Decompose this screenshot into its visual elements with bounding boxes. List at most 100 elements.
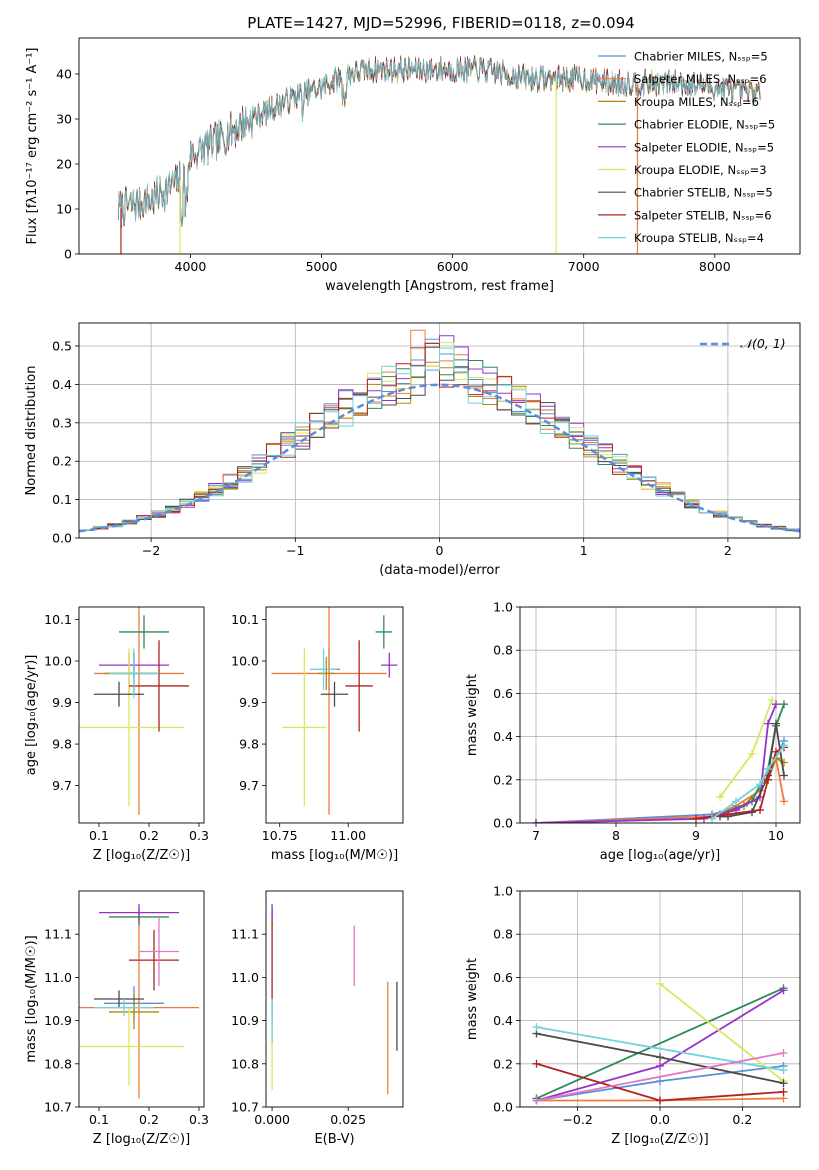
x-tick-label: 0.2	[139, 1112, 159, 1127]
y-tick-label: 0.8	[493, 927, 513, 942]
y-tick-label: 9.8	[52, 737, 72, 752]
y-axis-label: mass weight	[465, 674, 480, 756]
series-line	[536, 987, 784, 1100]
spectrum-line-chabrier-stelib	[117, 55, 761, 228]
y-tick-label: 0.6	[493, 970, 513, 985]
y-tick-label: 10.7	[231, 1100, 259, 1115]
legend-label: Salpeter MILES, Nₛₛₚ=6	[634, 72, 767, 86]
series-line	[711, 756, 785, 818]
x-axis-label: E(B-V)	[314, 1132, 354, 1147]
panel-mass_weight_vs_age: 7 8 9 10 0.0 0.2 0.4 0.6 0.8 1.0 age [log₁₀(age/yr…	[465, 600, 801, 863]
plot-layer: 4000 5000 6000 7000 8000010203040wavelength …	[24, 37, 801, 1147]
legend-label: Kroupa STELIB, Nₛₛₚ=4	[634, 231, 764, 245]
y-axis-label: Normed distribution	[24, 366, 39, 496]
series-line	[695, 746, 785, 820]
series-marker	[780, 741, 788, 750]
y-tick-label: 11.1	[44, 927, 72, 942]
panel-age_vs_Z: 0.1 0.2 0.3 9.7 9.8 9.9 10.0 10.1 Z [log₁₀(Z/Z☉)…	[24, 606, 209, 863]
x-tick-label: 6000	[437, 259, 469, 274]
x-axis-label: age [log₁₀(age/yr)]	[600, 848, 721, 863]
panel-age_vs_mass: 10.75 11.00 9.7 9.8 9.9 10.0 10.1 mass [log₁₀(M…	[231, 606, 404, 863]
y-tick-label: 11.0	[231, 970, 259, 985]
y-tick-label: 1.0	[493, 884, 513, 899]
x-tick-label: 0.025	[330, 1112, 366, 1127]
series-line	[536, 1052, 784, 1102]
y-tick-label: 10.1	[231, 612, 259, 627]
data-mass_vs_ebv	[271, 903, 398, 1095]
series-line	[711, 744, 785, 820]
x-tick-label: 0.2	[139, 828, 159, 843]
y-tick-label: 10.1	[44, 612, 72, 627]
axes-frame	[265, 606, 404, 824]
legend-label: Chabrier STELIB, Nₛₛₚ=5	[634, 186, 773, 200]
x-tick-label: 5000	[306, 259, 338, 274]
series-marker	[656, 1053, 664, 1062]
series-marker	[779, 986, 788, 995]
legend-label: Kroupa ELODIE, Nₛₛₚ=3	[634, 163, 767, 177]
y-tick-label: 10	[56, 202, 72, 217]
x-tick-label: 10.75	[262, 828, 298, 843]
y-tick-label: 0.5	[52, 339, 72, 354]
series-line	[535, 703, 777, 823]
legend-label: Salpeter STELIB, Nₛₛₚ=6	[634, 208, 772, 222]
y-axis-label: age [log₁₀(age/yr)]	[24, 655, 39, 776]
series-marker	[772, 700, 780, 709]
y-tick-label: 10.9	[231, 1013, 259, 1028]
data-residuals	[79, 323, 800, 538]
series-line	[535, 755, 785, 823]
x-tick-label: −1	[286, 543, 304, 558]
y-tick-label: 10.7	[44, 1100, 72, 1115]
x-axis-label: (data-model)/error	[379, 563, 500, 578]
x-tick-label: 0.3	[189, 1112, 209, 1127]
x-tick-label: −0.2	[562, 1112, 592, 1127]
y-tick-label: 11.1	[231, 927, 259, 942]
x-axis-label: Z [log₁₀(Z/Z☉)]	[611, 1132, 708, 1147]
y-tick-label: 0.3	[52, 415, 72, 430]
x-tick-label: 0.000	[254, 1112, 290, 1127]
y-axis-label: mass weight	[465, 958, 480, 1040]
y-tick-label: 40	[56, 67, 72, 82]
series-marker	[656, 1077, 664, 1086]
y-tick-label: 0.8	[493, 643, 513, 658]
legend-label: Kroupa MILES, Nₛₛₚ=6	[634, 95, 759, 109]
x-axis-label: mass [log₁₀(M/M☉)]	[271, 848, 398, 863]
y-tick-label: 9.7	[52, 778, 72, 793]
y-tick-label: 0.6	[493, 686, 513, 701]
legend: Chabrier MILES, Nₛₛₚ=5 Salpeter MILES, Nₛ…	[598, 50, 775, 245]
series-marker	[772, 719, 780, 728]
x-axis-label: Z [log₁₀(Z/Z☉)]	[93, 1132, 190, 1147]
x-tick-label: 0.1	[89, 1112, 109, 1127]
panel-spectrum: 4000 5000 6000 7000 8000 0 10 20 30 40 wavelength …	[25, 37, 801, 294]
gaussian-curve	[79, 383, 800, 533]
series-marker	[724, 810, 732, 819]
series-marker	[756, 780, 764, 789]
y-tick-label: 0.0	[52, 531, 72, 546]
x-tick-label: 8	[612, 828, 620, 843]
series-marker	[779, 1087, 788, 1096]
y-tick-label: 0.4	[493, 729, 513, 744]
panel-mass_weight_vs_Z: −0.2 0.0 0.2 0.0 0.2 0.4 0.6 0.8 1.0 Z [log₁₀(Z/Z…	[465, 884, 801, 1147]
x-tick-label: 11.00	[330, 828, 366, 843]
series-marker	[532, 1059, 541, 1068]
x-tick-label: 7	[532, 828, 540, 843]
y-tick-label: 9.8	[239, 737, 259, 752]
data-mass_weight_vs_age	[520, 607, 800, 823]
series-marker	[780, 797, 788, 806]
y-tick-label: 0	[64, 247, 72, 262]
x-axis-label: Z [log₁₀(Z/Z☉)]	[93, 848, 190, 863]
x-tick-label: 8000	[699, 259, 731, 274]
y-tick-label: 30	[56, 112, 72, 127]
series-marker	[656, 1061, 664, 1070]
x-tick-label: 0	[436, 543, 444, 558]
series-marker	[532, 819, 540, 823]
figure-title: PLATE=1427, MJD=52996, FIBERID=0118, z=0…	[247, 14, 634, 32]
y-axis-label: Flux [fλ10⁻¹⁷ erg cm⁻² s⁻¹ A⁻¹]	[25, 48, 40, 245]
x-tick-label: 9	[692, 828, 700, 843]
series-marker	[532, 1023, 541, 1032]
y-tick-label: 10.8	[231, 1056, 259, 1071]
y-tick-label: 0.4	[52, 377, 72, 392]
data-mass_vs_Z	[79, 903, 199, 1099]
y-tick-label: 10.0	[231, 654, 259, 669]
x-tick-label: 0.1	[89, 828, 109, 843]
series-marker	[716, 793, 724, 802]
